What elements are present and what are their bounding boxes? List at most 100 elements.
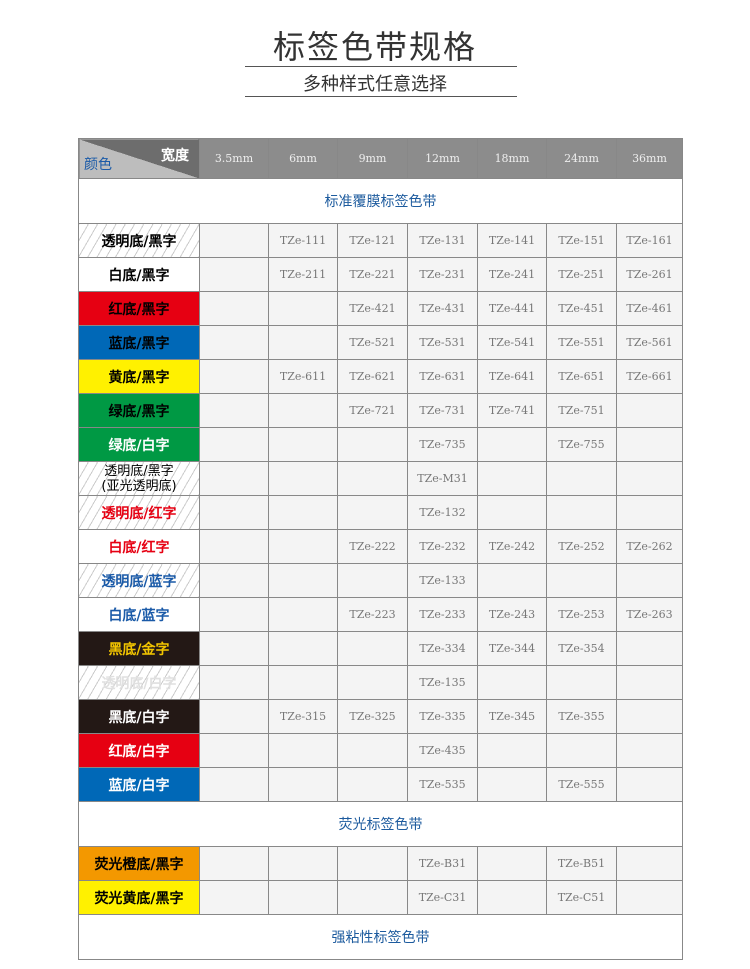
table-row: 透明底/黑字 (亚光透明底) TZe-M31 <box>78 461 683 496</box>
model-cell <box>199 880 269 915</box>
model-cell <box>268 597 338 632</box>
table-row: 绿底/黑字 TZe-721 TZe-731 TZe-741 TZe-751 <box>78 393 683 428</box>
model-cell <box>616 880 683 915</box>
section-title: 标准覆膜标签色带 <box>78 178 683 224</box>
color-label: 红底/白字 <box>78 733 200 768</box>
model-cell <box>616 846 683 881</box>
model-cell: TZe-431 <box>407 291 478 326</box>
model-cell: TZe-755 <box>546 427 617 462</box>
model-cell: TZe-231 <box>407 257 478 292</box>
model-cell: TZe-252 <box>546 529 617 564</box>
model-cell: TZe-B31 <box>407 846 478 881</box>
model-cell: TZe-355 <box>546 699 617 734</box>
model-cell: TZe-535 <box>407 767 478 802</box>
width-header: 宽度 <box>161 148 189 164</box>
model-cell: TZe-421 <box>337 291 408 326</box>
table-row: 透明底/蓝字 TZe-133 <box>78 563 683 598</box>
width-header-cell: 36mm <box>616 138 683 179</box>
model-cell: TZe-263 <box>616 597 683 632</box>
model-cell: TZe-132 <box>407 495 478 530</box>
color-label: 蓝底/白字 <box>78 767 200 802</box>
model-cell: TZe-541 <box>477 325 547 360</box>
model-cell: TZe-631 <box>407 359 478 394</box>
table-row: 红底/白字 TZe-435 <box>78 733 683 768</box>
color-label: 绿底/黑字 <box>78 393 200 428</box>
model-cell: TZe-221 <box>337 257 408 292</box>
color-label: 红底/黑字 <box>78 291 200 326</box>
model-cell: TZe-621 <box>337 359 408 394</box>
model-cell: TZe-555 <box>546 767 617 802</box>
model-cell: TZe-661 <box>616 359 683 394</box>
table-row: 蓝底/黑字 TZe-521 TZe-531 TZe-541 TZe-551 TZe-561 <box>78 325 683 360</box>
color-label: 白底/黑字 <box>78 257 200 292</box>
model-cell: TZe-531 <box>407 325 478 360</box>
model-cell: TZe-325 <box>337 699 408 734</box>
width-header-cell: 12mm <box>407 138 478 179</box>
model-cell <box>199 393 269 428</box>
color-label: 白底/红字 <box>78 529 200 564</box>
section-row: 标准覆膜标签色带 <box>78 178 683 224</box>
model-cell <box>546 733 617 768</box>
model-cell <box>616 393 683 428</box>
model-cell <box>199 563 269 598</box>
table-row: 红底/黑字 TZe-421 TZe-431 TZe-441 TZe-451 TZe-461 <box>78 291 683 326</box>
model-cell <box>337 846 408 881</box>
width-header-cell: 18mm <box>477 138 547 179</box>
model-cell: TZe-141 <box>477 223 547 258</box>
color-label: 白底/蓝字 <box>78 597 200 632</box>
width-header-cell: 9mm <box>337 138 408 179</box>
model-cell: TZe-334 <box>407 631 478 666</box>
model-cell <box>616 665 683 700</box>
model-cell <box>616 631 683 666</box>
model-cell <box>477 767 547 802</box>
page-title: 标签色带规格 <box>272 28 477 66</box>
color-label: 透明底/蓝字 <box>78 563 200 598</box>
model-cell <box>268 733 338 768</box>
model-cell <box>199 427 269 462</box>
table-row: 透明底/白字 TZe-135 <box>78 665 683 700</box>
model-cell <box>199 846 269 881</box>
corner-header: 宽度颜色 <box>78 138 200 179</box>
table-row: 透明底/黑字 TZe-111 TZe-121 TZe-131 TZe-141 TZe-15… <box>78 223 683 258</box>
model-cell: TZe-441 <box>477 291 547 326</box>
model-cell: TZe-232 <box>407 529 478 564</box>
model-cell: TZe-151 <box>546 223 617 258</box>
model-cell: TZe-461 <box>616 291 683 326</box>
model-cell <box>477 880 547 915</box>
page-subtitle: 多种样式任意选择 <box>303 74 447 95</box>
model-cell <box>337 563 408 598</box>
model-cell: TZe-721 <box>337 393 408 428</box>
model-cell <box>477 733 547 768</box>
model-cell: TZe-651 <box>546 359 617 394</box>
table-row: 荧光黄底/黑字 TZe-C31 TZe-C51 <box>78 880 683 915</box>
model-cell <box>477 846 547 881</box>
model-cell <box>199 223 269 258</box>
model-cell <box>268 631 338 666</box>
width-header-cell: 3.5mm <box>199 138 269 179</box>
model-cell <box>268 291 338 326</box>
divider <box>245 66 517 67</box>
model-cell <box>477 427 547 462</box>
model-cell <box>546 563 617 598</box>
model-cell: TZe-253 <box>546 597 617 632</box>
model-cell <box>268 880 338 915</box>
model-cell: TZe-223 <box>337 597 408 632</box>
model-cell <box>268 767 338 802</box>
model-cell: TZe-345 <box>477 699 547 734</box>
model-cell: TZe-521 <box>337 325 408 360</box>
model-cell <box>616 461 683 496</box>
model-cell <box>268 665 338 700</box>
model-cell: TZe-344 <box>477 631 547 666</box>
model-cell: TZe-233 <box>407 597 478 632</box>
model-cell <box>616 699 683 734</box>
color-header: 颜色 <box>84 157 112 173</box>
color-label: 荧光黄底/黑字 <box>78 880 200 915</box>
model-cell: TZe-133 <box>407 563 478 598</box>
table-row: 黄底/黑字 TZe-611 TZe-621 TZe-631 TZe-641 TZe-651… <box>78 359 683 394</box>
model-cell: TZe-435 <box>407 733 478 768</box>
table-row: 透明底/红字 TZe-132 <box>78 495 683 530</box>
model-cell <box>268 563 338 598</box>
model-cell: TZe-211 <box>268 257 338 292</box>
color-label: 透明底/白字 <box>78 665 200 700</box>
model-cell: TZe-561 <box>616 325 683 360</box>
